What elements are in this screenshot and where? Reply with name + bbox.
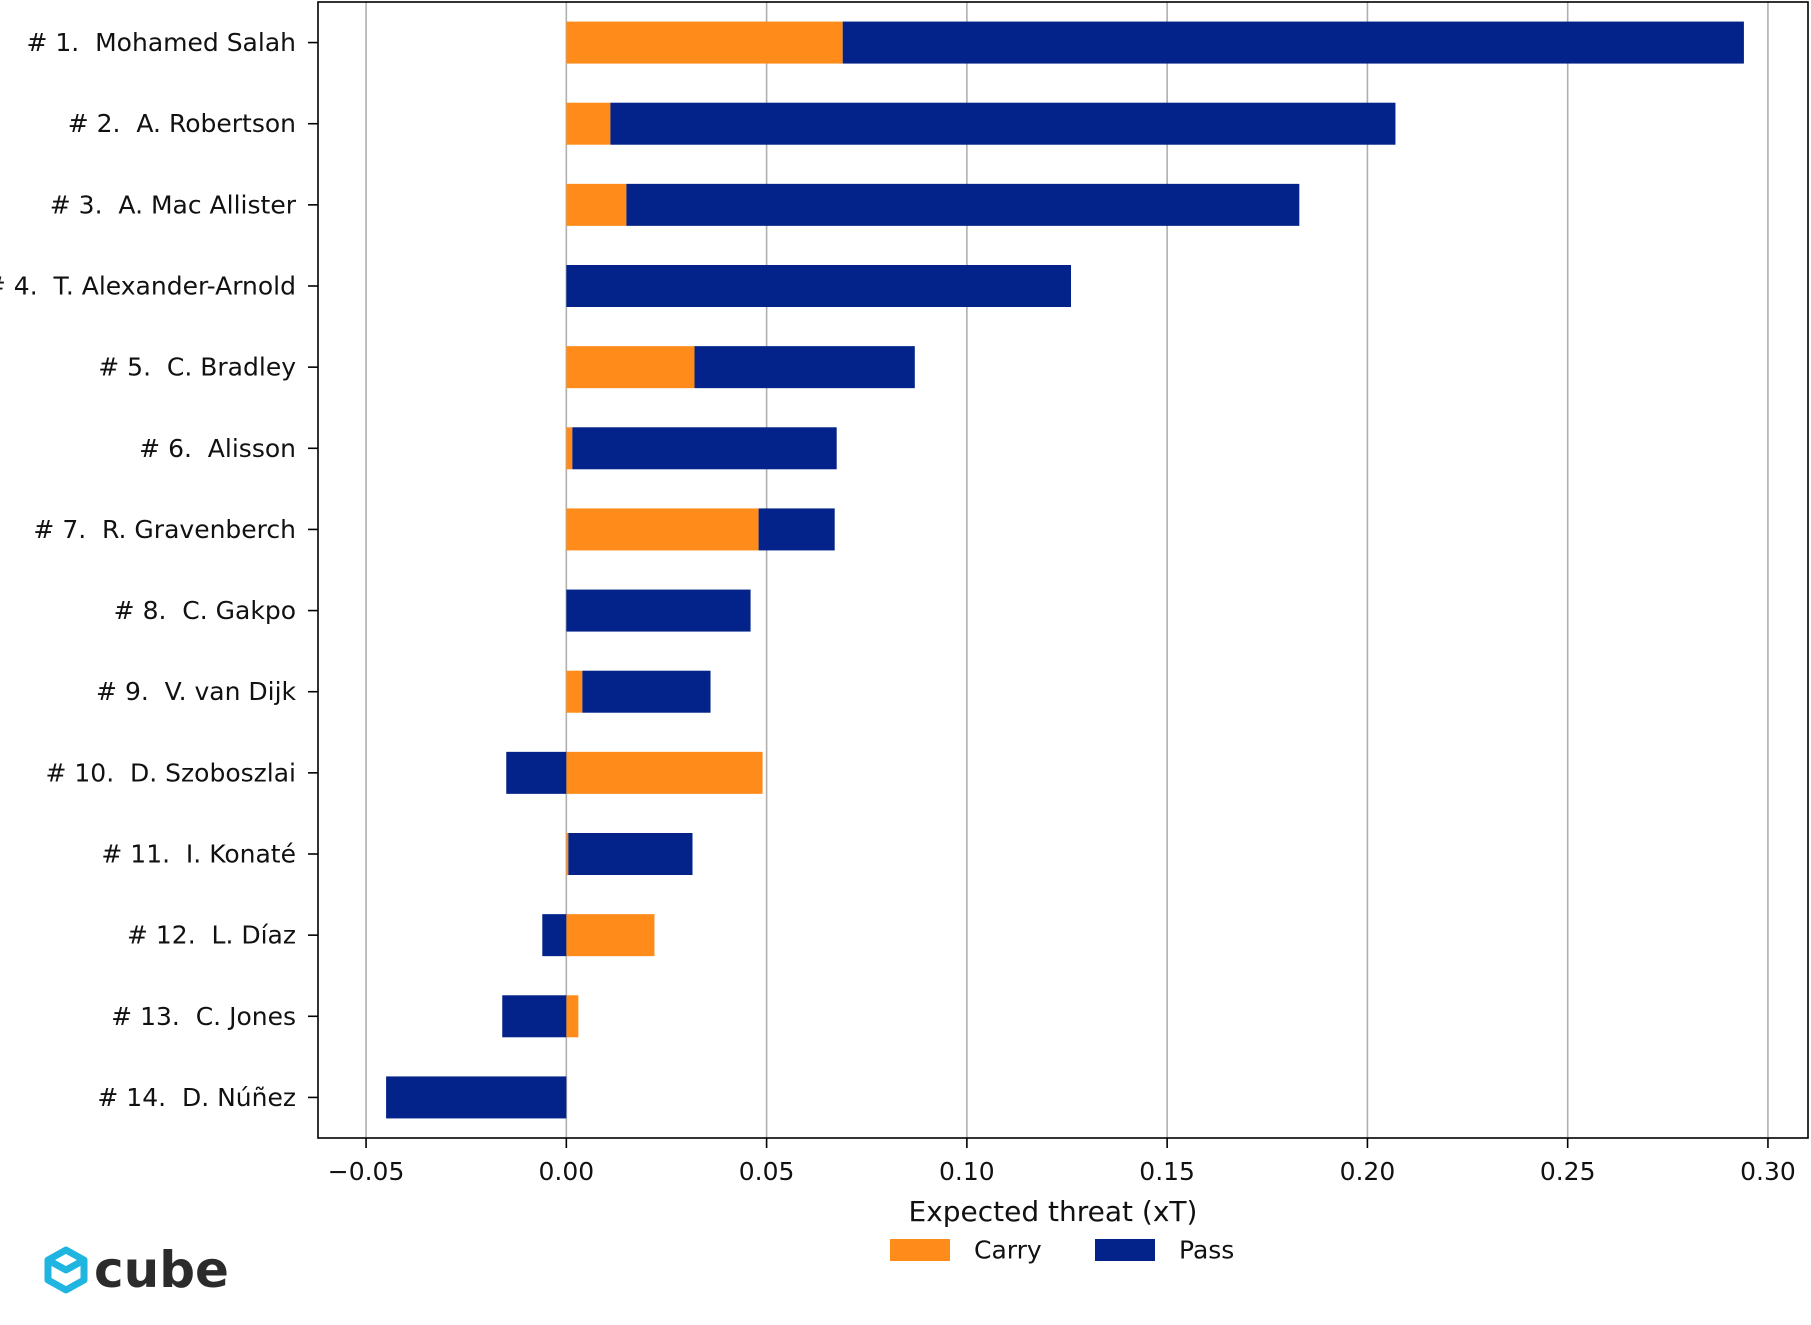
y-tick-label: # 8. C. Gakpo — [114, 596, 296, 625]
x-tick-label: 0.30 — [1740, 1157, 1796, 1186]
y-tick-label: # 4. T. Alexander-Arnold — [0, 272, 296, 301]
x-tick-label: 0.20 — [1340, 1157, 1396, 1186]
y-tick-label: # 13. C. Jones — [111, 1002, 296, 1031]
bar-carry — [566, 508, 759, 551]
bar-carry — [566, 102, 611, 145]
x-tick-label: 0.25 — [1540, 1157, 1596, 1186]
bar-pass — [386, 1076, 567, 1119]
bar-pass — [502, 995, 567, 1038]
y-tick-label: # 2. A. Robertson — [68, 109, 296, 138]
plot-frame — [317, 1, 1809, 1139]
logo-text: cube — [94, 1241, 229, 1299]
x-tick-label: 0.00 — [538, 1157, 594, 1186]
legend-label-pass: Pass — [1179, 1236, 1234, 1265]
legend-swatch-carry — [890, 1239, 950, 1261]
x-tick-label: 0.15 — [1139, 1157, 1195, 1186]
bar-carry — [566, 346, 695, 389]
bar-pass — [842, 21, 1744, 64]
y-tick-label: # 7. R. Gravenberch — [33, 515, 296, 544]
bar-pass — [626, 183, 1300, 226]
legend-swatch-pass — [1095, 1239, 1155, 1261]
y-tick-label: # 6. Alisson — [139, 434, 296, 463]
y-tick-label: # 3. A. Mac Allister — [50, 190, 297, 219]
bar-carry — [566, 995, 579, 1038]
x-tick-label: 0.10 — [939, 1157, 995, 1186]
cube-logo: cube — [44, 1244, 229, 1296]
y-tick-label: # 5. C. Bradley — [98, 353, 296, 382]
bar-carry — [566, 427, 573, 470]
y-tick-label: # 11. I. Konaté — [101, 840, 296, 869]
bar-pass — [582, 670, 711, 713]
y-tick-label: # 12. L. Díaz — [127, 921, 296, 950]
y-tick-label: # 1. Mohamed Salah — [26, 28, 296, 57]
bar-pass — [506, 751, 567, 794]
x-axis-label: Expected threat (xT) — [909, 1195, 1198, 1228]
y-tick-label: # 10. D. Szoboszlai — [45, 758, 296, 787]
bar-pass — [566, 265, 1072, 307]
bar-pass — [758, 508, 835, 551]
bar-pass — [566, 589, 751, 632]
cube-hexagon-icon — [44, 1246, 88, 1294]
x-tick-label: −0.05 — [328, 1157, 405, 1186]
bar-carry — [566, 833, 569, 875]
bar-pass — [694, 346, 915, 389]
bar-carry — [566, 670, 583, 713]
bar-carry — [566, 21, 843, 64]
x-tick-label: 0.05 — [739, 1157, 795, 1186]
bar-pass — [542, 914, 567, 957]
bar-pass — [572, 427, 837, 470]
bar-carry — [566, 751, 763, 794]
bar-pass — [568, 833, 693, 875]
legend-label-carry: Carry — [974, 1236, 1042, 1265]
y-tick-label: # 9. V. van Dijk — [96, 677, 296, 706]
bar-carry — [566, 183, 627, 226]
y-tick-label: # 14. D. Núñez — [97, 1083, 296, 1112]
bar-carry — [566, 914, 655, 957]
bar-pass — [610, 102, 1396, 145]
